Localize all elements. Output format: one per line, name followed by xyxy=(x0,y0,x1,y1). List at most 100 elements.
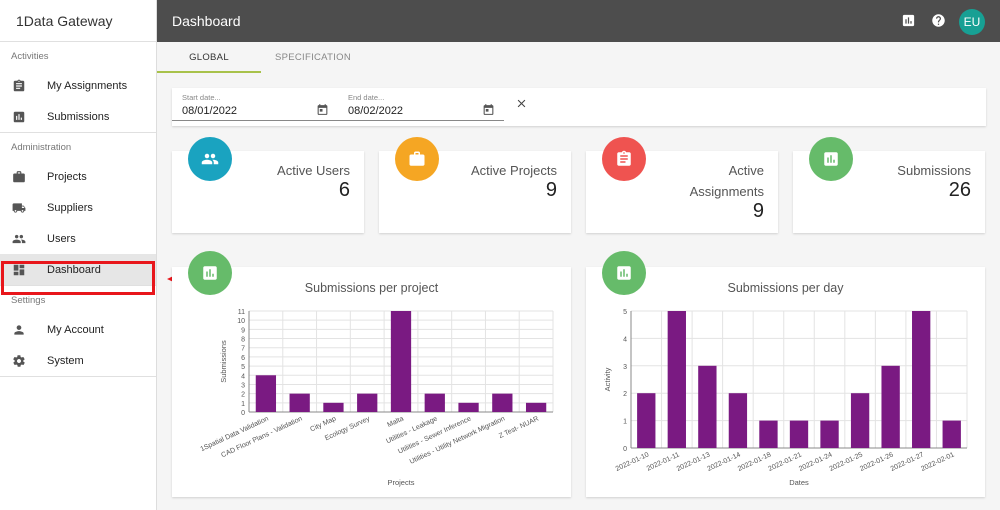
briefcase-icon xyxy=(395,137,439,181)
x-tick-label: 2022-01-14 xyxy=(706,451,742,473)
stat-value: 9 xyxy=(545,179,557,201)
section-label-settings: Settings xyxy=(11,295,46,306)
y-tick-label: 4 xyxy=(241,373,245,380)
y-tick-label: 3 xyxy=(241,382,245,389)
bar xyxy=(525,402,547,412)
sidebar-item-my-assignments[interactable]: My Assignments xyxy=(0,70,156,101)
chart-title: Submissions per project xyxy=(304,281,439,295)
stat-label: Active Assignments xyxy=(690,160,764,202)
report-icon[interactable] xyxy=(900,12,916,28)
end-date-value[interactable]: 08/02/2022 xyxy=(348,105,404,117)
y-tick-label: 0 xyxy=(241,410,245,417)
x-tick-label: 2022-02-01 xyxy=(920,451,956,473)
bar xyxy=(492,393,513,412)
start-date-value[interactable]: 08/01/2022 xyxy=(182,105,238,117)
y-tick-label: 5 xyxy=(241,364,245,371)
y-tick-label: 9 xyxy=(241,327,245,334)
sidebar: 1Data Gateway Activities My Assignments … xyxy=(0,0,157,510)
sidebar-item-label: System xyxy=(47,354,84,367)
bar xyxy=(698,365,717,448)
stat-card-active-users: Active Users 6 xyxy=(172,137,364,233)
sidebar-item-label: Suppliers xyxy=(47,201,93,214)
y-axis-title: Submissions xyxy=(219,340,228,383)
help-icon[interactable] xyxy=(930,12,946,28)
chart-card-submissions-per-project: Submissions per project 0 1 2 3 4 5 6 7 8 9 10 11 1S… xyxy=(172,251,571,497)
stat-value: 26 xyxy=(948,179,971,201)
x-tick-label: 2022-01-21 xyxy=(767,451,803,473)
sidebar-item-system[interactable]: System xyxy=(0,345,156,376)
sidebar-item-my-account[interactable]: My Account xyxy=(0,314,156,345)
stat-card-submissions: Submissions 26 xyxy=(793,137,985,233)
dashboard-icon xyxy=(11,262,27,278)
bar xyxy=(357,393,378,412)
bar xyxy=(637,393,656,448)
divider xyxy=(0,132,156,133)
top-bar: Dashboard EU xyxy=(157,0,1000,42)
sidebar-item-dashboard[interactable]: Dashboard xyxy=(0,254,156,285)
y-tick-label: 7 xyxy=(241,346,245,353)
people-icon xyxy=(188,137,232,181)
divider xyxy=(0,285,156,286)
sidebar-item-users[interactable]: Users xyxy=(0,223,156,254)
bar-chart-icon xyxy=(602,251,646,295)
y-tick-label: 3 xyxy=(623,364,627,371)
assignment-icon xyxy=(602,137,646,181)
x-axis-title: Dates xyxy=(789,478,809,487)
bar xyxy=(323,402,344,412)
tab-bar: GLOBAL SPECIFICATION xyxy=(157,42,1000,73)
sidebar-item-label: My Account xyxy=(47,323,104,336)
sidebar-item-label: Projects xyxy=(47,170,87,183)
bar xyxy=(942,420,961,448)
start-date-label: Start date... xyxy=(182,93,221,102)
sidebar-item-suppliers[interactable]: Suppliers xyxy=(0,192,156,223)
date-filter-card: Start date... 08/01/2022 End date... 08/… xyxy=(172,88,986,126)
y-tick-label: 1 xyxy=(623,419,627,426)
avatar[interactable]: EU xyxy=(959,9,985,35)
sidebar-item-submissions[interactable]: Submissions xyxy=(0,101,156,132)
tab-specification[interactable]: SPECIFICATION xyxy=(274,52,352,63)
end-date-field[interactable]: End date... 08/02/2022 xyxy=(338,91,504,121)
stat-value: 9 xyxy=(752,200,764,222)
y-tick-label: 2 xyxy=(623,391,627,398)
bar xyxy=(820,420,839,448)
tab-global[interactable]: GLOBAL xyxy=(157,42,261,73)
y-tick-label: 6 xyxy=(241,355,245,362)
bar xyxy=(424,393,445,412)
bar xyxy=(458,402,479,412)
stat-card-active-assignments: Active Assignments 9 xyxy=(586,137,778,233)
sidebar-item-label: My Assignments xyxy=(47,79,128,92)
stat-label: Active Users xyxy=(277,163,350,178)
calendar-icon[interactable] xyxy=(482,103,496,117)
stat-label-line: Active xyxy=(728,163,764,178)
people-icon xyxy=(11,231,27,247)
start-date-field[interactable]: Start date... 08/01/2022 xyxy=(172,91,338,121)
x-tick-label: 2022-01-10 xyxy=(615,451,651,473)
bar-chart-icon xyxy=(11,109,27,125)
bar xyxy=(667,311,686,448)
y-tick-label: 1 xyxy=(241,401,245,408)
end-date-label: End date... xyxy=(348,93,385,102)
sidebar-item-label: Users xyxy=(47,232,76,245)
sidebar-item-projects[interactable]: Projects xyxy=(0,161,156,192)
clear-icon[interactable] xyxy=(515,97,529,111)
x-tick-label: 2022-01-24 xyxy=(798,451,834,473)
bar-chart-icon xyxy=(188,251,232,295)
x-tick-label: 2022-01-18 xyxy=(737,451,773,473)
x-tick-label: Malta xyxy=(386,415,405,429)
divider xyxy=(0,376,156,377)
y-tick-label: 8 xyxy=(241,337,245,344)
y-tick-label: 0 xyxy=(623,446,627,453)
x-tick-label: 2022-01-25 xyxy=(829,451,865,473)
y-axis-title: Activity xyxy=(603,367,612,391)
chart-title: Submissions per day xyxy=(727,281,844,295)
sidebar-item-label: Dashboard xyxy=(47,263,101,276)
chart-card-submissions-per-day: Submissions per day 0 1 2 3 4 5 2022-01-10 2022… xyxy=(586,251,985,497)
y-tick-label: 4 xyxy=(623,336,627,343)
briefcase-icon xyxy=(11,169,27,185)
calendar-icon[interactable] xyxy=(316,103,330,117)
bar xyxy=(850,393,870,448)
bar xyxy=(881,365,900,448)
app-brand: 1Data Gateway xyxy=(0,0,156,42)
x-tick-label: 2022-01-11 xyxy=(646,451,681,472)
